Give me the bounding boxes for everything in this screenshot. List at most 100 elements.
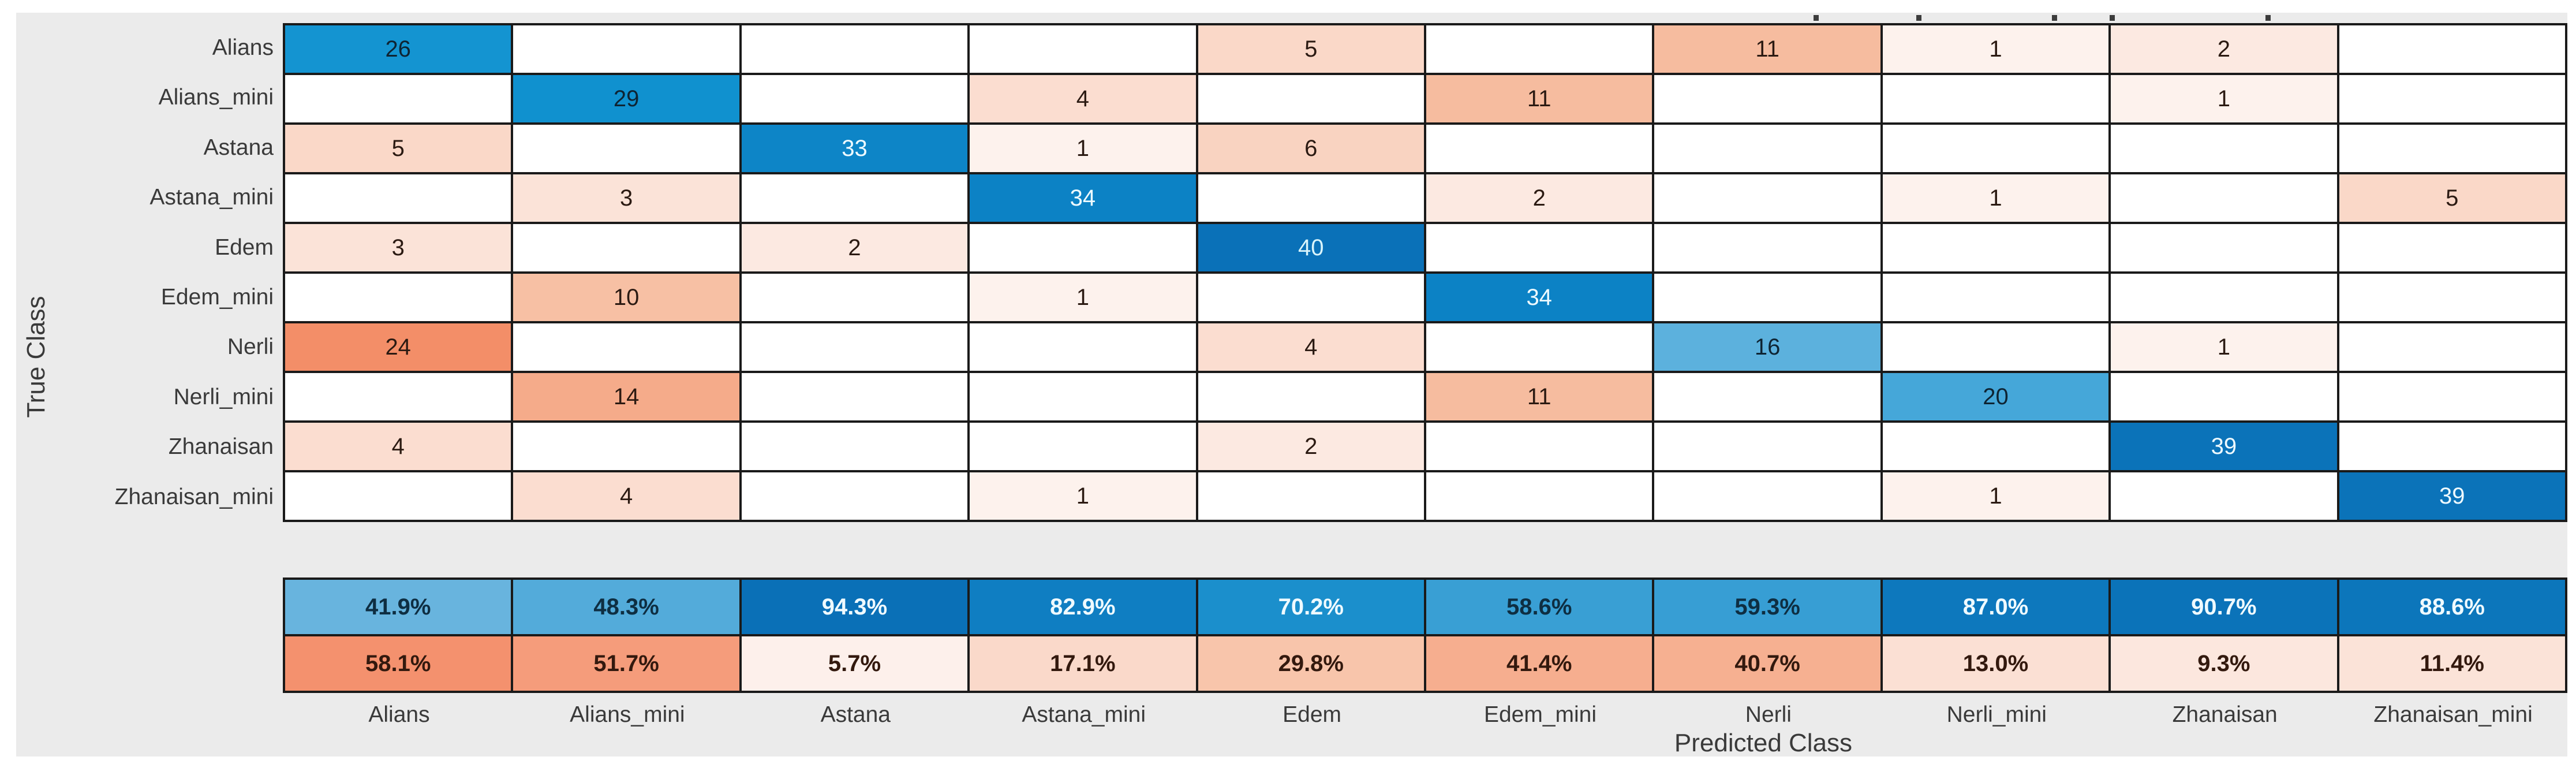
matrix-cell-r6c6: 16	[1654, 323, 1880, 371]
matrix-cell-r3c3: 34	[970, 174, 1196, 222]
summary-incorrect-cell-c7: 13.0%	[1882, 636, 2109, 691]
summary-incorrect-cell-c2: 5.7%	[741, 636, 968, 691]
summary-incorrect-cell-c4: 29.8%	[1198, 636, 1424, 691]
matrix-cell-r0c1	[513, 25, 739, 73]
matrix-cell-r0c4: 5	[1198, 25, 1424, 73]
matrix-cell-r5c3: 1	[970, 274, 1196, 321]
matrix-cell-r7c8	[2111, 373, 2337, 420]
col-label-nerli: Nerli	[1745, 702, 1792, 727]
matrix-cell-r4c4: 40	[1198, 224, 1424, 271]
summary-correct-cell-c6: 59.3%	[1654, 580, 1880, 634]
matrix-cell-r0c6: 11	[1654, 25, 1880, 73]
matrix-cell-r5c6	[1654, 274, 1880, 321]
matrix-cell-r1c8: 1	[2111, 75, 2337, 122]
matrix-cell-r2c5	[1426, 125, 1652, 172]
matrix-cell-r3c4	[1198, 174, 1424, 222]
matrix-cell-r2c7	[1882, 125, 2109, 172]
matrix-cell-r8c0: 4	[285, 423, 511, 470]
summary-correct-cell-c0: 41.9%	[285, 580, 511, 634]
row-label-astana_mini: Astana_mini	[149, 185, 274, 210]
cropped-title-mark-2	[2052, 15, 2057, 21]
matrix-cell-r2c6	[1654, 125, 1880, 172]
matrix-cell-r8c5	[1426, 423, 1652, 470]
matrix-cell-r2c1	[513, 125, 739, 172]
matrix-cell-r7c3	[970, 373, 1196, 420]
col-label-astana_mini: Astana_mini	[1022, 702, 1146, 727]
matrix-cell-r2c2: 33	[741, 125, 968, 172]
matrix-cell-r9c9: 39	[2339, 472, 2565, 520]
summary-correct-cell-c2: 94.3%	[741, 580, 968, 634]
matrix-cell-r1c2	[741, 75, 968, 122]
column-summary-grid: 41.9% 48.3% 94.3% 82.9% 70.2% 58.6% 59.3% 87.0%…	[283, 577, 2567, 693]
summary-correct-cell-c1: 48.3%	[513, 580, 739, 634]
matrix-cell-r8c2	[741, 423, 968, 470]
summary-correct-cell-c5: 58.6%	[1426, 580, 1652, 634]
x-axis-label: Predicted Class	[1674, 729, 1853, 757]
row-label-zhanaisan_mini: Zhanaisan_mini	[114, 484, 274, 509]
matrix-cell-r0c8: 2	[2111, 25, 2337, 73]
matrix-cell-r5c0	[285, 274, 511, 321]
matrix-cell-r0c9	[2339, 25, 2565, 73]
matrix-cell-r6c7	[1882, 323, 2109, 371]
matrix-cell-r9c3: 1	[970, 472, 1196, 520]
matrix-cell-r7c2	[741, 373, 968, 420]
matrix-cell-r4c3	[970, 224, 1196, 271]
cropped-title-mark-3	[2110, 15, 2115, 21]
col-label-edem_mini: Edem_mini	[1483, 702, 1597, 727]
matrix-cell-r7c9	[2339, 373, 2565, 420]
matrix-cell-r7c4	[1198, 373, 1424, 420]
matrix-cell-r1c4	[1198, 75, 1424, 122]
matrix-cell-r6c9	[2339, 323, 2565, 371]
matrix-cell-r6c8: 1	[2111, 323, 2337, 371]
matrix-cell-r8c1	[513, 423, 739, 470]
matrix-cell-r3c9: 5	[2339, 174, 2565, 222]
summary-incorrect-cell-c9: 11.4%	[2339, 636, 2565, 691]
matrix-cell-r4c6	[1654, 224, 1880, 271]
matrix-cell-r1c3: 4	[970, 75, 1196, 122]
matrix-cell-r9c2	[741, 472, 968, 520]
matrix-cell-r6c0: 24	[285, 323, 511, 371]
matrix-cell-r0c2	[741, 25, 968, 73]
matrix-cell-r4c0: 3	[285, 224, 511, 271]
matrix-cell-r9c1: 4	[513, 472, 739, 520]
matrix-cell-r3c5: 2	[1426, 174, 1652, 222]
col-label-zhanaisan_mini: Zhanaisan_mini	[2373, 702, 2533, 727]
row-label-edem_mini: Edem_mini	[160, 285, 274, 310]
matrix-cell-r5c8	[2111, 274, 2337, 321]
summary-correct-cell-c9: 88.6%	[2339, 580, 2565, 634]
row-label-nerli_mini: Nerli_mini	[173, 384, 274, 409]
confusion-matrix-grid: 26 5 11 1 2 29 4 11 1 5 33 1 6 3 34 2 1 5 3 2 40 10 1 34 24 4 16 1 1…	[283, 23, 2567, 522]
summary-incorrect-cell-c8: 9.3%	[2111, 636, 2337, 691]
summary-correct-cell-c8: 90.7%	[2111, 580, 2337, 634]
matrix-cell-r6c5	[1426, 323, 1652, 371]
matrix-cell-r1c5: 11	[1426, 75, 1652, 122]
matrix-cell-r3c8	[2111, 174, 2337, 222]
col-label-alians_mini: Alians_mini	[570, 702, 685, 727]
matrix-cell-r9c4	[1198, 472, 1424, 520]
matrix-cell-r5c4	[1198, 274, 1424, 321]
matrix-cell-r7c1: 14	[513, 373, 739, 420]
col-label-nerli_mini: Nerli_mini	[1946, 702, 2047, 727]
matrix-cell-r3c6	[1654, 174, 1880, 222]
summary-correct-cell-c3: 82.9%	[970, 580, 1196, 634]
cropped-title-mark-0	[1814, 15, 1819, 21]
matrix-cell-r3c1: 3	[513, 174, 739, 222]
col-label-alians: Alians	[368, 702, 430, 727]
row-label-astana: Astana	[203, 135, 274, 160]
matrix-cell-r1c7	[1882, 75, 2109, 122]
matrix-cell-r4c2: 2	[741, 224, 968, 271]
matrix-cell-r5c1: 10	[513, 274, 739, 321]
row-label-alians: Alians	[212, 35, 274, 60]
summary-incorrect-cell-c0: 58.1%	[285, 636, 511, 691]
matrix-cell-r7c0	[285, 373, 511, 420]
matrix-cell-r2c8	[2111, 125, 2337, 172]
matrix-cell-r8c4: 2	[1198, 423, 1424, 470]
matrix-cell-r4c8	[2111, 224, 2337, 271]
matrix-cell-r4c9	[2339, 224, 2565, 271]
matrix-cell-r9c7: 1	[1882, 472, 2109, 520]
matrix-cell-r2c4: 6	[1198, 125, 1424, 172]
matrix-cell-r8c3	[970, 423, 1196, 470]
matrix-cell-r2c3: 1	[970, 125, 1196, 172]
matrix-cell-r1c1: 29	[513, 75, 739, 122]
